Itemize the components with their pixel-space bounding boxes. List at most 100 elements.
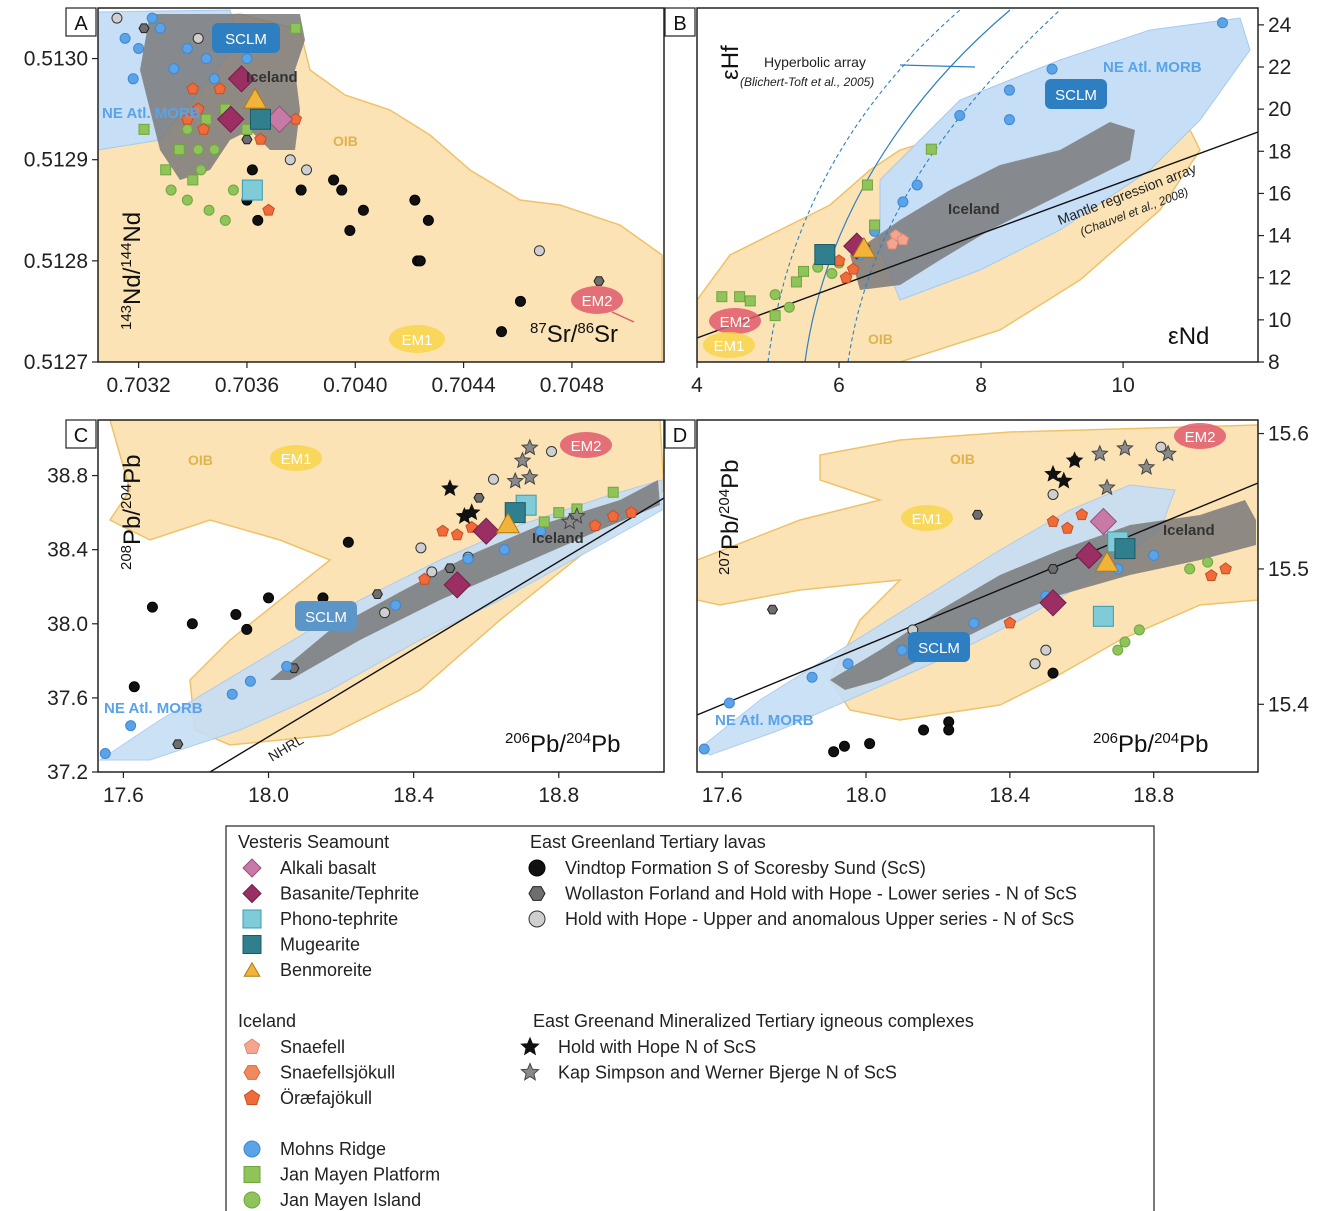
em1-label-a: EM1: [402, 332, 433, 349]
point-d-7-1: [1090, 444, 1109, 462]
x-tick-label: 0.7040: [323, 374, 387, 397]
point-c-3-7: [462, 553, 474, 565]
legend-iceland-item-marker: [243, 1065, 261, 1080]
x-axis-label-b: εNd: [1168, 323, 1209, 350]
point-a-0-9: [422, 214, 434, 226]
point-d-3-0: [698, 743, 710, 755]
point-a-0-3: [295, 184, 307, 196]
point-c-3-8: [498, 544, 510, 556]
point-a-0-1: [246, 164, 258, 176]
iceland-label-a: Iceland: [246, 69, 298, 86]
point-d-5-4: [1219, 562, 1232, 575]
pb-text-c2: Pb: [591, 731, 620, 758]
sr87-superscript: 87: [530, 320, 547, 337]
point-c-5-1: [450, 528, 464, 541]
legend: Vesteris Seamount Alkali basalt Basanite/T…: [225, 825, 1155, 1211]
point-b-3-2: [886, 237, 899, 250]
y-tick-label: 15.4: [1268, 693, 1309, 716]
point-a-4-2: [200, 113, 212, 125]
x-tick-label: 0.7044: [431, 374, 496, 397]
point-a-1-1: [138, 23, 150, 34]
point-c-6-2: [462, 503, 481, 521]
y-tick-label: 15.6: [1268, 423, 1309, 446]
point-d-1-0: [766, 604, 779, 615]
point-d-9-1: [1039, 589, 1067, 617]
point-a-5-2: [195, 164, 207, 176]
point-d-2-2: [1040, 644, 1052, 656]
point-a-5-8: [208, 144, 220, 156]
point-d-6-1: [1054, 471, 1073, 489]
point-c-7-5: [560, 512, 579, 530]
panel-d: D 17.6 18.0 18.4 18.8 15.4 15.5 15.6 SCLM Icel…: [664, 419, 1309, 807]
point-d-4-1: [1119, 636, 1131, 648]
point-a-3-9: [146, 12, 158, 24]
point-a-4-0: [138, 123, 150, 135]
point-d-3-1: [723, 697, 735, 709]
sclm-label-b: SCLM: [1055, 87, 1097, 104]
frame-d: [696, 419, 1259, 773]
point-d-7-2: [1098, 478, 1116, 496]
x-tick-label: 0.7036: [215, 374, 279, 397]
point-c-7-1: [513, 451, 532, 469]
pb-text-c3: Pb/: [119, 509, 146, 545]
point-c-5-5: [625, 505, 638, 518]
y-tick-label: 24: [1268, 14, 1292, 37]
point-b-1-8: [925, 143, 937, 155]
point-d-7-0: [1116, 439, 1134, 456]
point-c-2-4: [487, 473, 499, 485]
point-c-8-1: [443, 571, 471, 599]
point-d-0-1: [838, 740, 850, 752]
y-tick-label: 16: [1268, 182, 1291, 205]
legend-greenland-complexes-item-marker: [520, 1062, 540, 1081]
sclm-badge-b: [1045, 79, 1107, 109]
point-a-2-3: [192, 32, 204, 44]
label-box-a: [65, 7, 97, 37]
point-a-6-1: [191, 102, 205, 115]
point-a-0-4: [328, 174, 340, 186]
legend-greenland-complexes-item: Hold with Hope N of ScS: [558, 1037, 756, 1057]
pb204-superscript-c2: 204: [118, 484, 135, 509]
point-a-8-0: [227, 65, 256, 93]
point-c-6-0: [441, 479, 459, 497]
point-a-0-5: [336, 184, 348, 196]
legend-greenland-complexes-item: Kap Simpson and Werner Bjerge N of ScS: [558, 1063, 897, 1083]
y-tick-label: 12: [1268, 267, 1291, 290]
hyperbolic-label: Hyperbolic array: [764, 54, 866, 70]
point-d-2-3: [1047, 488, 1059, 500]
legend-greenland-lavas-item: Wollaston Forland and Hold with Hope - L…: [565, 884, 1077, 904]
x-axis-label-a: 87Sr/86Sr: [530, 320, 618, 348]
legend-vesteris-item-marker: [242, 858, 262, 878]
pb-text-c4: Pb: [119, 455, 146, 484]
point-d-0-2: [864, 738, 876, 750]
y-tick-label: 0.5128: [24, 250, 88, 273]
pb207-superscript-d: 207: [716, 550, 733, 575]
legend-vesteris-item: Phono-tephrite: [280, 909, 398, 929]
legend-greenland-lavas-item-marker: [528, 886, 546, 901]
x-tick-label: 18.0: [846, 784, 887, 807]
point-d-3-5: [968, 617, 980, 629]
y-tick-label: 38.8: [47, 465, 88, 488]
legend-vesteris-item: Benmoreite: [280, 960, 372, 980]
em1-ellipse-d: [901, 505, 953, 531]
em2-label-d: EM2: [1185, 429, 1216, 446]
point-a-0-8: [409, 194, 421, 206]
point-c-3-1: [125, 720, 137, 732]
point-d-5-2: [1075, 508, 1089, 521]
legend-greenland-lavas-title: East Greenland Tertiary lavas: [530, 832, 766, 852]
point-c-0-4: [241, 623, 253, 635]
point-b-0-5: [911, 179, 923, 191]
panel-c: C 17.6 18.0 18.4 18.8 37.2 37.6 38.0 38.4 38.8 S…: [47, 419, 665, 807]
point-d-3-2: [806, 671, 818, 683]
x-tick-label: 18.0: [248, 784, 289, 807]
point-d-4-4: [1202, 556, 1214, 568]
hyperbolic-arrow: [899, 64, 976, 68]
em1-label-c: EM1: [281, 451, 312, 468]
point-c-0-7: [342, 536, 354, 548]
point-b-0-3: [1003, 114, 1015, 126]
point-a-1-0: [593, 276, 605, 286]
y-axis-label-c: 208Pb/204Pb: [118, 455, 146, 570]
point-a-3-1: [133, 42, 145, 54]
sclm-label-d: SCLM: [918, 640, 960, 657]
frame-c: [97, 419, 665, 773]
y-axis-label-d: 207Pb/204Pb: [716, 460, 744, 575]
